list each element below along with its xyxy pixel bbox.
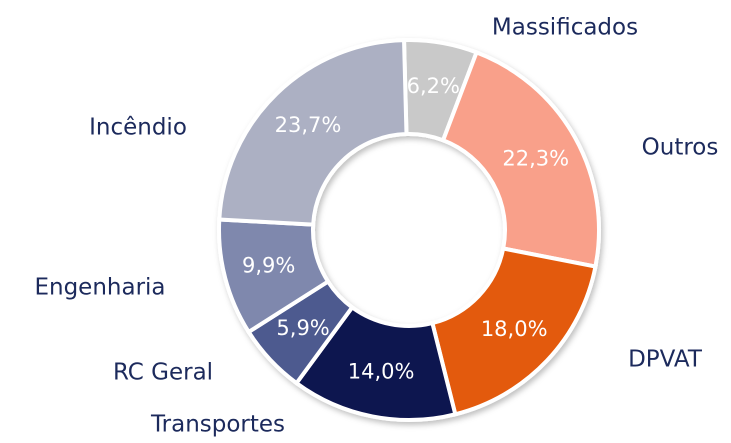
category-label: Incêndio — [89, 115, 187, 141]
slice — [429, 246, 598, 417]
slice — [440, 49, 601, 269]
category-label: Outros — [642, 135, 719, 161]
category-label: DPVAT — [628, 347, 703, 373]
value-label: 18,0% — [481, 317, 548, 341]
category-label: RC Geral — [113, 360, 213, 386]
category-label: Engenharia — [34, 275, 165, 301]
value-label: 23,7% — [275, 113, 342, 137]
donut — [217, 38, 601, 422]
category-label: Transportes — [150, 412, 285, 438]
value-label: 6,2% — [407, 74, 460, 98]
value-label: 5,9% — [276, 316, 329, 340]
value-label: 14,0% — [348, 359, 415, 383]
slice — [217, 38, 409, 227]
value-label: 22,3% — [502, 147, 569, 171]
category-label: Massificados — [492, 15, 638, 41]
value-label: 9,9% — [242, 254, 295, 278]
